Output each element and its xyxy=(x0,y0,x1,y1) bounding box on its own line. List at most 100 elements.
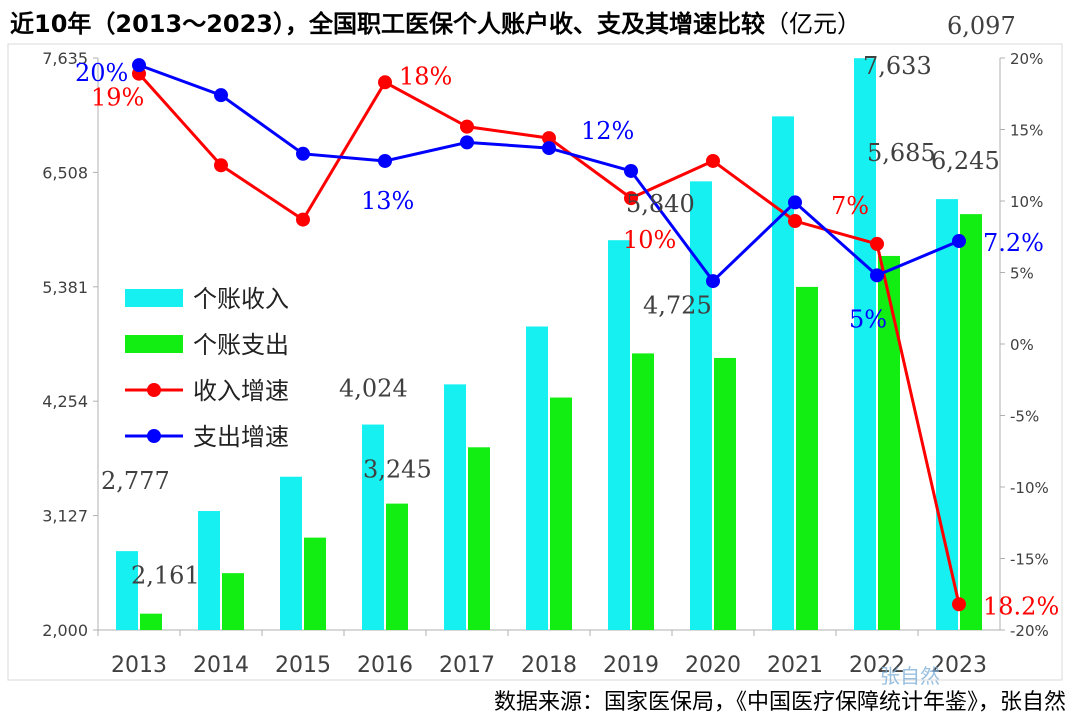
x-tick-label: 2016 xyxy=(357,653,413,678)
expense-growth-point xyxy=(542,141,556,156)
expense-bar xyxy=(140,613,162,630)
legend-label: 个账支出 xyxy=(193,331,289,359)
left-tick-label: 4,254 xyxy=(42,392,88,411)
data-label: 18% xyxy=(399,62,452,90)
income-bar xyxy=(690,181,712,630)
x-tick-label: 2018 xyxy=(521,653,577,678)
legend-label: 收入增速 xyxy=(193,377,289,405)
income-growth-point xyxy=(296,212,310,227)
x-tick-label: 2014 xyxy=(193,653,249,678)
chart-frame xyxy=(7,43,1063,681)
right-tick-label: -5% xyxy=(1010,408,1039,426)
left-tick-label: 7,635 xyxy=(42,49,88,68)
data-label: 10% xyxy=(623,226,676,254)
income-bar xyxy=(608,240,630,630)
income-bar xyxy=(362,424,384,630)
data-label: 5% xyxy=(849,305,887,333)
data-label: 4,725 xyxy=(643,291,712,319)
data-label: 7,633 xyxy=(863,52,932,80)
legend-swatch-marker xyxy=(147,383,161,397)
data-label: 6,097 xyxy=(947,12,1016,40)
data-label: 12% xyxy=(581,117,634,145)
data-label: 20% xyxy=(75,59,128,87)
expense-growth-line xyxy=(138,63,960,284)
income-bar xyxy=(936,199,958,630)
income-growth-point xyxy=(624,191,638,206)
data-label: 5,685 xyxy=(867,139,936,167)
right-tick-label: 5% xyxy=(1010,265,1034,283)
expense-bar xyxy=(386,503,408,630)
data-label: 6,245 xyxy=(931,147,1000,175)
x-tick-label: 2015 xyxy=(275,653,331,678)
chart-title: 近10年（2013～2023），全国职工医保个人账户收、支及其增速比较（亿元） xyxy=(10,4,861,39)
income-bar xyxy=(526,326,548,630)
income-bar xyxy=(854,58,876,631)
expense-bar xyxy=(222,573,244,630)
right-tick-label: -20% xyxy=(1010,622,1049,640)
data-label: 7% xyxy=(831,192,869,220)
expense-bar xyxy=(960,214,982,630)
title-unit: （亿元） xyxy=(765,10,861,38)
income-bar xyxy=(772,116,794,630)
expense-bar xyxy=(550,397,572,630)
right-tick-label: 10% xyxy=(1010,193,1043,211)
income-bar xyxy=(116,551,138,630)
right-tick-label: -10% xyxy=(1010,479,1049,497)
expense-bar xyxy=(632,353,654,630)
expense-bar xyxy=(796,286,818,630)
x-tick-label: 2021 xyxy=(767,653,823,678)
data-label: 18.2% xyxy=(983,592,1059,620)
data-label: 4,024 xyxy=(339,375,408,403)
data-label: 2,161 xyxy=(131,562,200,590)
income-growth-point xyxy=(378,75,392,90)
left-tick-label: 6,508 xyxy=(42,163,88,182)
x-tick-label: 2013 xyxy=(111,653,167,678)
title-text: 近10年（2013～2023），全国职工医保个人账户收、支及其增速比较 xyxy=(10,10,765,38)
expense-bar xyxy=(714,357,736,630)
legend-label: 个账收入 xyxy=(193,285,289,313)
income-growth-point xyxy=(870,236,884,251)
legend-swatch xyxy=(125,289,183,307)
income-growth-point xyxy=(706,153,720,168)
data-label: 19% xyxy=(91,84,144,112)
right-tick-label: -15% xyxy=(1010,551,1049,569)
legend-label: 支出增速 xyxy=(193,423,289,451)
data-label: 7.2% xyxy=(983,229,1044,257)
expense-bar xyxy=(468,447,490,630)
watermark: 张自然 xyxy=(880,664,940,688)
left-tick-label: 2,000 xyxy=(42,621,88,640)
income-bar xyxy=(444,384,466,630)
data-label: 13% xyxy=(361,187,414,215)
expense-growth-point xyxy=(296,146,310,161)
expense-bar xyxy=(878,255,900,630)
expense-growth-point xyxy=(378,153,392,168)
income-growth-point xyxy=(952,597,966,612)
expense-growth-point xyxy=(952,234,966,249)
x-tick-label: 2017 xyxy=(439,653,495,678)
expense-bar xyxy=(304,537,326,630)
right-tick-label: 0% xyxy=(1010,336,1034,354)
income-growth-point xyxy=(788,214,802,229)
income-bar xyxy=(280,476,302,630)
expense-growth-point xyxy=(460,135,474,150)
x-tick-label: 2023 xyxy=(931,653,987,678)
right-tick-label: 15% xyxy=(1010,122,1043,140)
expense-growth-point xyxy=(214,88,228,103)
income-bar xyxy=(198,511,220,630)
legend-swatch-marker xyxy=(147,429,161,443)
x-tick-label: 2020 xyxy=(685,653,741,678)
source-note: 数据来源：国家医保局，《中国医疗保障统计年鉴》，张自然 xyxy=(493,690,1066,715)
data-label: 5,840 xyxy=(626,190,695,218)
expense-growth-point xyxy=(788,195,802,210)
data-label: 2,777 xyxy=(101,467,170,495)
left-tick-label: 5,381 xyxy=(42,278,88,297)
expense-growth-point xyxy=(132,58,146,73)
expense-growth-point xyxy=(624,163,638,178)
left-tick-label: 3,127 xyxy=(42,507,88,526)
data-label: 3,245 xyxy=(363,456,432,484)
x-tick-label: 2022 xyxy=(849,653,905,678)
expense-growth-point xyxy=(870,268,884,283)
expense-growth-point xyxy=(706,274,720,289)
income-growth-point xyxy=(542,131,556,146)
